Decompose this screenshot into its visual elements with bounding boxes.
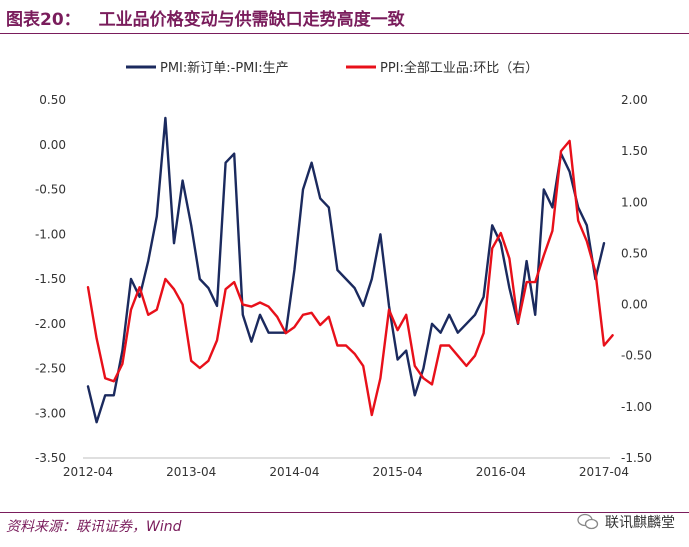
right-y-axis: 2.00 1.50 1.00 0.50 0.00 -0.50 -1.00 -1.50	[621, 93, 652, 465]
left-y-tick-label: -1.50	[35, 272, 66, 286]
x-tick-label: 2013-04	[166, 465, 216, 479]
x-tick-label: 2014-04	[269, 465, 319, 479]
x-tick-label: 2015-04	[373, 465, 423, 479]
legend: PMI:新订单:-PMI:生产 PPI:全部工业品:环比（右）	[126, 60, 538, 76]
right-y-tick-label: 0.00	[621, 298, 648, 312]
left-y-tick-label: -2.50	[35, 362, 66, 376]
left-y-tick-label: 0.50	[39, 93, 66, 107]
watermark-text: 联讯麒麟堂	[605, 515, 675, 531]
right-y-tick-label: -1.00	[621, 400, 652, 414]
source-note: 资料来源：联讯证券，Wind	[6, 519, 182, 535]
figure-title-row: 图表20： 工业品价格变动与供需缺口走势高度一致	[0, 0, 689, 34]
footer-divider	[0, 512, 689, 513]
right-y-tick-label: 2.00	[621, 93, 648, 107]
x-axis-ticks: 2012-04 2013-04 2014-04 2015-04 2016-04 2017-…	[63, 465, 629, 479]
left-y-tick-label: -1.00	[35, 227, 66, 241]
wechat-icon	[577, 513, 599, 530]
right-y-tick-label: 1.50	[621, 144, 648, 158]
ppi-series-line	[86, 139, 614, 417]
left-y-tick-label: -3.50	[35, 451, 66, 465]
legend-label-ppi: PPI:全部工业品:环比（右）	[380, 60, 538, 76]
figure-label: 图表20：	[6, 9, 81, 30]
x-tick-label: 2017-04	[579, 465, 629, 479]
right-y-tick-label: -0.50	[621, 349, 652, 363]
line-chart: PMI:新订单:-PMI:生产 PPI:全部工业品:环比（右） 0.50 0.00…	[35, 60, 652, 479]
series-lines	[86, 116, 614, 424]
right-y-tick-label: 1.00	[621, 195, 648, 209]
right-y-tick-label: -1.50	[621, 451, 652, 465]
right-y-tick-label: 0.50	[621, 246, 648, 260]
left-y-tick-label: -3.00	[35, 406, 66, 420]
x-tick-label: 2016-04	[476, 465, 526, 479]
pmi-series-line	[86, 116, 606, 424]
watermark: 联讯麒麟堂	[577, 512, 675, 532]
left-y-axis: 0.50 0.00 -0.50 -1.00 -1.50 -2.00 -2.50 -3.00 -3…	[35, 93, 66, 465]
left-y-tick-label: -2.00	[35, 317, 66, 331]
left-y-tick-label: 0.00	[39, 138, 66, 152]
x-tick-label: 2012-04	[63, 465, 113, 479]
title-divider	[0, 33, 689, 34]
left-y-tick-label: -0.50	[35, 183, 66, 197]
legend-label-pmi: PMI:新订单:-PMI:生产	[160, 60, 289, 76]
figure-title: 工业品价格变动与供需缺口走势高度一致	[98, 9, 405, 30]
